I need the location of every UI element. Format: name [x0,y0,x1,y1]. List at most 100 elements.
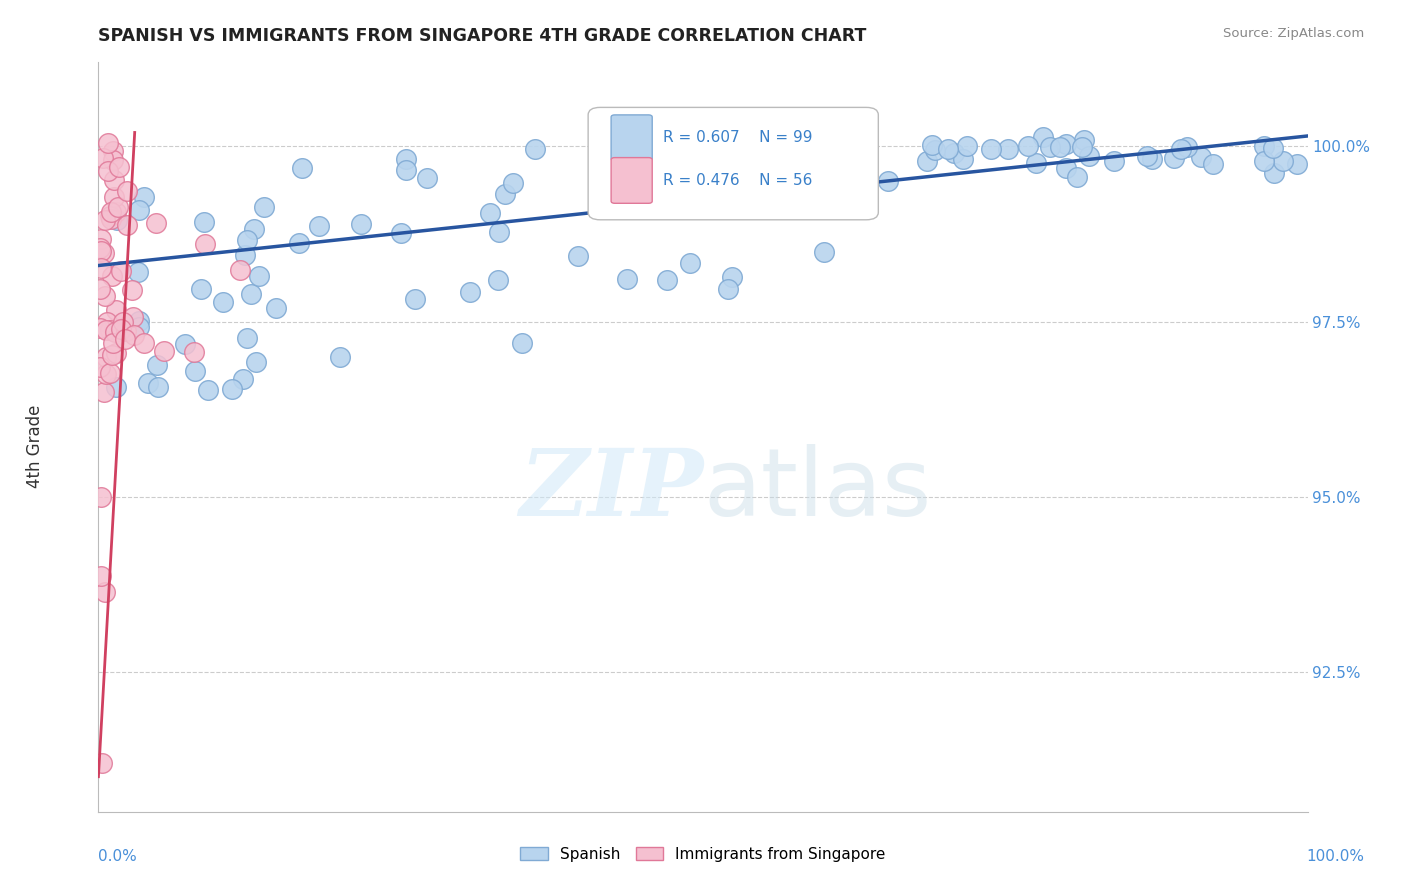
Spanish [1253,139,1275,153]
Spanish [849,164,872,178]
Spanish [924,144,946,158]
Spanish [845,156,868,170]
Spanish [190,282,212,296]
Spanish [138,376,160,390]
Spanish [479,206,502,220]
Spanish [779,178,801,192]
Spanish [877,174,900,188]
Immigrants from Singapore [110,264,132,278]
Spanish [689,160,711,174]
Text: R = 0.476    N = 56: R = 0.476 N = 56 [664,172,813,187]
Spanish [197,383,219,397]
Immigrants from Singapore [94,585,117,599]
Spanish [486,273,509,287]
Immigrants from Singapore [101,153,124,167]
Immigrants from Singapore [94,368,117,382]
Spanish [236,331,259,345]
Immigrants from Singapore [89,241,111,255]
Immigrants from Singapore [90,569,112,583]
Immigrants from Singapore [90,260,112,275]
Spanish [1163,151,1185,165]
Immigrants from Singapore [97,164,120,178]
Immigrants from Singapore [104,205,127,219]
Spanish [1175,139,1198,153]
Immigrants from Singapore [89,359,111,374]
Immigrants from Singapore [93,384,115,399]
Immigrants from Singapore [90,232,112,246]
Immigrants from Singapore [122,310,145,324]
Spanish [1073,133,1095,147]
Spanish [1071,140,1094,154]
Spanish [1039,140,1062,154]
Spanish [1261,141,1284,155]
FancyBboxPatch shape [588,107,879,219]
Spanish [616,272,638,286]
Spanish [1054,161,1077,175]
Spanish [105,213,128,227]
Spanish [405,293,427,307]
Immigrants from Singapore [101,348,124,362]
Immigrants from Singapore [104,346,127,360]
Spanish [264,301,287,315]
Immigrants from Singapore [117,184,139,198]
Spanish [936,142,959,156]
Immigrants from Singapore [122,328,145,343]
Spanish [242,221,264,235]
Immigrants from Singapore [229,262,252,277]
Immigrants from Singapore [103,336,125,351]
Spanish [952,152,974,166]
Spanish [329,350,352,364]
Spanish [717,282,740,296]
Spanish [395,153,418,167]
Spanish [1066,169,1088,184]
Spanish [1272,153,1295,168]
Spanish [146,358,169,372]
Spanish [915,154,938,169]
Spanish [389,226,412,240]
Text: Source: ZipAtlas.com: Source: ZipAtlas.com [1223,27,1364,40]
Spanish [1049,140,1071,154]
Spanish [1253,154,1275,169]
Spanish [287,235,309,250]
Immigrants from Singapore [98,366,121,380]
Immigrants from Singapore [100,211,122,226]
Spanish [956,139,979,153]
Spanish [1201,157,1223,171]
Immigrants from Singapore [110,321,132,335]
Spanish [245,355,267,369]
Spanish [212,294,235,309]
Immigrants from Singapore [100,323,122,337]
Spanish [458,285,481,299]
Spanish [502,176,524,190]
Spanish [621,142,644,156]
Spanish [745,187,768,202]
Spanish [193,215,215,229]
Immigrants from Singapore [103,190,125,204]
Spanish [1136,149,1159,163]
Spanish [105,380,128,394]
Spanish [1078,149,1101,163]
Immigrants from Singapore [104,325,127,339]
Immigrants from Singapore [115,219,138,233]
Immigrants from Singapore [97,136,120,151]
Text: atlas: atlas [703,443,931,535]
Spanish [232,372,254,386]
Spanish [1104,153,1126,168]
Immigrants from Singapore [100,205,122,219]
Spanish [494,187,516,202]
Immigrants from Singapore [89,282,111,296]
Spanish [240,287,263,301]
Spanish [132,190,155,204]
Spanish [1285,156,1308,170]
Spanish [792,165,814,179]
Spanish [679,256,702,270]
Spanish [127,265,149,279]
Immigrants from Singapore [112,315,135,329]
Immigrants from Singapore [121,283,143,297]
Immigrants from Singapore [194,236,217,251]
Spanish [676,195,699,210]
Immigrants from Singapore [91,151,114,165]
Immigrants from Singapore [107,201,129,215]
Legend: Spanish, Immigrants from Singapore: Spanish, Immigrants from Singapore [515,840,891,868]
Spanish [308,219,330,233]
